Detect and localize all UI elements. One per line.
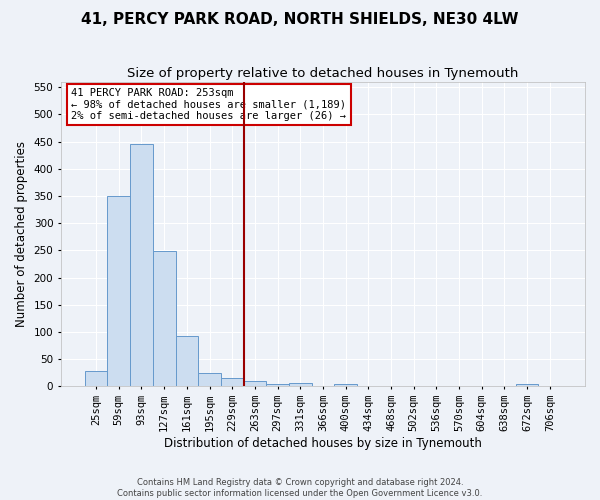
- X-axis label: Distribution of detached houses by size in Tynemouth: Distribution of detached houses by size …: [164, 437, 482, 450]
- Bar: [198, 373, 221, 386]
- Bar: [516, 384, 538, 386]
- Bar: [85, 371, 107, 386]
- Bar: [266, 384, 289, 386]
- Bar: [130, 144, 153, 386]
- Bar: [221, 378, 244, 386]
- Bar: [289, 383, 311, 386]
- Bar: [334, 384, 357, 386]
- Text: 41 PERCY PARK ROAD: 253sqm
← 98% of detached houses are smaller (1,189)
2% of se: 41 PERCY PARK ROAD: 253sqm ← 98% of deta…: [71, 88, 346, 121]
- Title: Size of property relative to detached houses in Tynemouth: Size of property relative to detached ho…: [127, 68, 518, 80]
- Bar: [244, 381, 266, 386]
- Y-axis label: Number of detached properties: Number of detached properties: [15, 141, 28, 327]
- Bar: [176, 336, 198, 386]
- Text: 41, PERCY PARK ROAD, NORTH SHIELDS, NE30 4LW: 41, PERCY PARK ROAD, NORTH SHIELDS, NE30…: [81, 12, 519, 28]
- Bar: [107, 196, 130, 386]
- Bar: [153, 252, 176, 386]
- Text: Contains HM Land Registry data © Crown copyright and database right 2024.
Contai: Contains HM Land Registry data © Crown c…: [118, 478, 482, 498]
